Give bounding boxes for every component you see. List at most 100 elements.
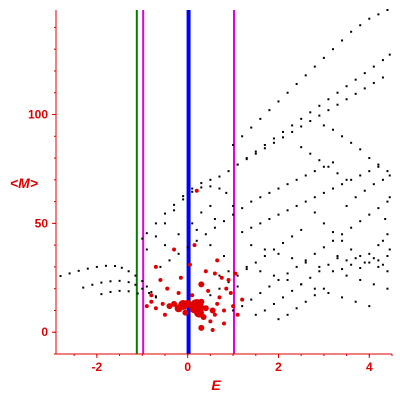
black-point-120 [313,170,316,173]
red-point-9 [166,303,173,310]
black-point-78 [322,56,325,59]
black-point-261 [209,204,212,207]
black-point-185 [272,302,275,305]
black-point-250 [388,248,391,251]
black-point-93 [300,125,303,128]
black-point-222 [331,231,334,234]
black-point-46 [200,182,203,185]
red-point-19 [149,299,154,304]
black-point-149 [318,159,321,162]
y-tick-label-0: 0 [41,325,48,339]
black-point-157 [236,274,239,277]
red-point-31 [158,277,163,282]
black-point-111 [232,213,235,216]
black-point-254 [213,218,216,221]
red-point-36 [235,312,240,317]
red-point-30 [219,275,224,280]
black-point-96 [327,109,330,112]
black-point-252 [388,196,391,199]
black-point-186 [282,296,285,299]
black-point-23 [154,296,157,299]
black-point-265 [163,244,166,247]
black-point-109 [213,226,216,229]
black-point-91 [282,136,285,139]
black-point-36 [209,185,212,188]
red-point-42 [203,269,208,274]
black-point-17 [109,280,112,283]
red-point-21 [217,295,222,300]
black-point-65 [372,65,375,68]
black-point-75 [295,83,298,86]
red-point-6 [198,298,205,305]
black-point-139 [322,124,325,127]
black-point-179 [359,220,362,223]
black-point-242 [354,196,357,199]
black-point-218 [372,283,375,286]
black-point-20 [134,283,137,286]
black-point-177 [341,233,344,236]
black-point-21 [141,287,144,290]
black-point-238 [368,252,371,255]
red-point-33 [149,293,154,298]
black-point-146 [386,170,389,173]
black-point-135 [350,178,353,181]
black-point-138 [377,165,380,168]
black-point-215 [331,270,334,273]
black-point-116 [277,187,280,190]
black-point-176 [331,239,334,242]
black-point-56 [291,124,294,127]
red-point-40 [215,258,220,263]
black-point-59 [318,104,321,107]
black-point-40 [145,232,148,235]
black-point-39 [141,237,144,240]
black-point-15 [91,283,94,286]
red-point-12 [209,307,216,314]
black-point-51 [245,157,248,160]
red-point-8 [202,305,209,312]
black-point-225 [359,255,362,258]
black-point-168 [259,292,262,295]
black-point-220 [313,211,316,214]
red-point-11 [182,309,189,316]
black-point-92 [291,130,294,133]
red-point-39 [172,247,177,252]
black-point-123 [241,231,244,234]
black-point-180 [368,213,371,216]
black-point-1 [68,272,71,275]
black-point-95 [318,114,321,117]
black-point-64 [363,72,366,75]
black-series [59,9,391,321]
black-point-156 [227,281,230,284]
black-point-73 [277,100,280,103]
black-point-172 [295,265,298,268]
black-point-226 [368,261,371,264]
black-point-136 [359,174,362,177]
y-tick-label-2: 100 [28,108,48,122]
black-point-42 [163,212,166,215]
black-point-209 [250,244,253,247]
black-point-202 [286,278,289,281]
black-point-104 [168,259,171,262]
black-point-54 [272,137,275,140]
black-point-214 [318,265,321,268]
red-point-17 [222,308,226,313]
x-axis-label: E [211,377,221,393]
black-point-122 [331,161,334,164]
black-point-29 [145,248,148,251]
black-point-8 [127,270,130,273]
black-point-159 [254,261,257,264]
red-point-46 [210,328,215,333]
black-point-164 [300,228,303,231]
black-point-198 [322,287,325,290]
black-point-170 [277,278,280,281]
black-point-171 [286,272,289,275]
black-point-14 [82,286,85,289]
black-point-237 [359,267,362,269]
black-point-99 [354,92,357,95]
black-point-61 [336,91,339,94]
black-point-258 [227,270,230,273]
black-point-32 [173,209,176,212]
black-point-47 [209,178,212,181]
black-point-163 [291,235,294,238]
black-point-87 [245,158,248,161]
